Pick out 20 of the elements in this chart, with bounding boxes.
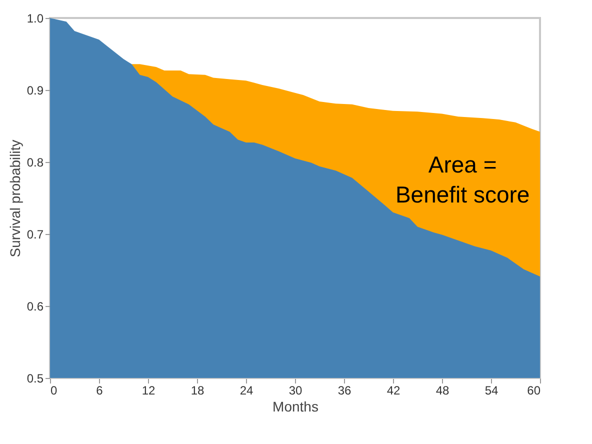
y-tick-label: 1.0 — [26, 12, 44, 26]
y-tick-label: 0.9 — [26, 84, 44, 98]
y-axis-title: Survival probability — [6, 140, 23, 258]
x-tick-label: 54 — [484, 384, 498, 398]
x-tick-label: 30 — [288, 384, 302, 398]
x-tick-label: 18 — [190, 384, 204, 398]
y-tick-label: 0.5 — [26, 372, 44, 386]
x-tick-label: 24 — [240, 384, 254, 398]
y-tick-label: 0.6 — [26, 300, 44, 314]
x-tick-label: 12 — [142, 384, 156, 398]
y-tick-label: 0.8 — [26, 156, 44, 170]
x-tick-label: 0 — [50, 384, 58, 398]
x-tick-label: 36 — [338, 384, 352, 398]
x-tick-label: 6 — [96, 384, 104, 398]
y-tick-label: 0.7 — [26, 228, 44, 242]
x-tick-label: 48 — [436, 384, 450, 398]
annotation: Area = Benefit score — [395, 152, 530, 208]
x-tick-label: 42 — [386, 384, 400, 398]
x-axis-title: Months — [272, 398, 318, 414]
x-tick-label: 60 — [527, 384, 541, 398]
